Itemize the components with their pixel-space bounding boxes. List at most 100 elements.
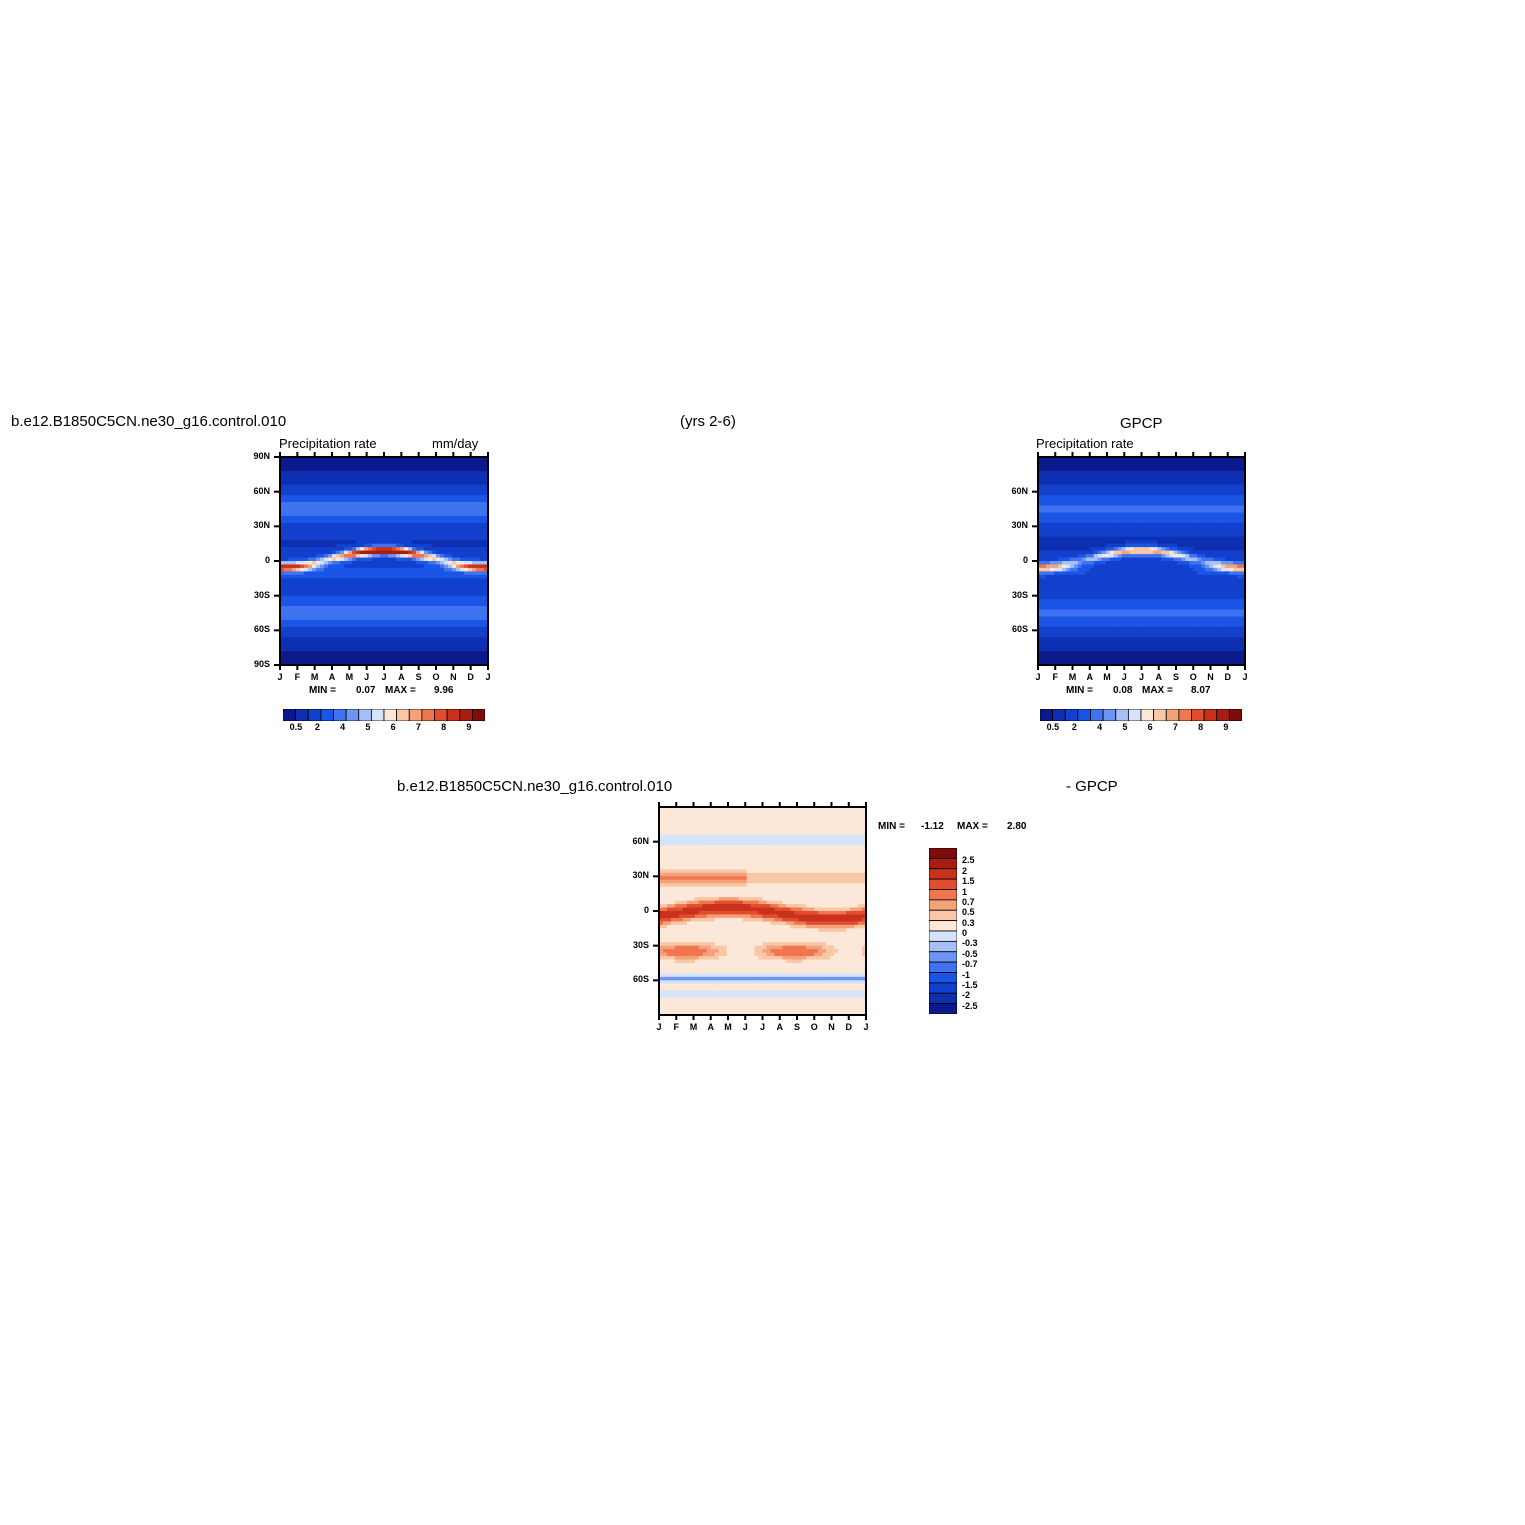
obs-cell bbox=[1225, 495, 1230, 500]
model-cell bbox=[476, 467, 481, 472]
model-cell bbox=[300, 602, 305, 607]
obs-cell bbox=[1081, 554, 1087, 559]
obs-cell bbox=[1065, 498, 1071, 503]
model-cell bbox=[416, 488, 421, 493]
model-cell bbox=[460, 623, 465, 628]
model-cell bbox=[328, 477, 333, 482]
model-cell bbox=[328, 633, 333, 638]
obs-cell bbox=[1149, 460, 1155, 465]
model-cell bbox=[432, 533, 437, 538]
model-cell bbox=[436, 463, 441, 468]
obs-cell bbox=[1169, 536, 1174, 541]
model-cell bbox=[308, 557, 313, 562]
obs-cell bbox=[1241, 564, 1246, 569]
model-cell bbox=[288, 644, 293, 649]
model-cell bbox=[376, 533, 381, 538]
obs-cell bbox=[1161, 533, 1166, 538]
model-cell bbox=[380, 651, 385, 656]
model-cell bbox=[308, 602, 313, 607]
model-cell bbox=[284, 477, 289, 482]
obs-cell bbox=[1169, 509, 1174, 514]
obs-cell bbox=[1205, 512, 1210, 517]
model-cell bbox=[376, 470, 381, 475]
model-cell bbox=[360, 522, 365, 527]
model-cell bbox=[480, 512, 485, 517]
obs-cell bbox=[1177, 474, 1182, 479]
model-cell bbox=[480, 526, 485, 531]
obs-cell bbox=[1177, 505, 1182, 510]
model-cell bbox=[396, 477, 401, 482]
model-cell bbox=[360, 509, 365, 514]
model-cell bbox=[480, 481, 485, 486]
model-cell bbox=[296, 619, 301, 624]
model-cell bbox=[332, 581, 337, 586]
model-cell bbox=[324, 554, 329, 559]
obs-cell bbox=[1185, 505, 1190, 510]
model-cell bbox=[460, 637, 465, 642]
obs-cell bbox=[1097, 512, 1103, 517]
model-cell bbox=[472, 460, 477, 465]
model-cell bbox=[432, 519, 437, 524]
obs-cell bbox=[1109, 571, 1115, 576]
model-cell bbox=[344, 481, 349, 486]
model-cell bbox=[336, 571, 341, 576]
model-cell bbox=[432, 547, 437, 552]
obs-cell bbox=[1113, 519, 1119, 524]
obs-cell bbox=[1165, 457, 1170, 462]
model-cell bbox=[392, 658, 397, 663]
obs-cell bbox=[1121, 571, 1127, 576]
model-cell bbox=[436, 623, 441, 628]
obs-cell bbox=[1165, 467, 1170, 472]
model-cell bbox=[444, 585, 449, 590]
model-cell bbox=[432, 509, 437, 514]
model-cell bbox=[440, 536, 445, 541]
model-cell bbox=[484, 467, 489, 472]
model-cell bbox=[420, 463, 425, 468]
model-cell bbox=[448, 457, 453, 462]
model-cell bbox=[392, 564, 397, 569]
model-cell bbox=[292, 547, 297, 552]
obs-cell bbox=[1149, 550, 1155, 555]
model-cell bbox=[308, 547, 313, 552]
obs-cell bbox=[1177, 540, 1182, 545]
model-cell bbox=[444, 474, 449, 479]
obs-cell bbox=[1177, 460, 1182, 465]
model-cell bbox=[424, 599, 429, 604]
model-cell bbox=[444, 595, 449, 600]
model-cell bbox=[384, 644, 389, 649]
obs-cell bbox=[1213, 488, 1218, 493]
model-cell bbox=[480, 626, 485, 631]
model-cell bbox=[436, 595, 441, 600]
model-cell bbox=[388, 626, 393, 631]
model-cell bbox=[408, 502, 413, 507]
model-cell bbox=[460, 498, 465, 503]
model-cell bbox=[420, 651, 425, 656]
model-cell bbox=[280, 658, 285, 663]
model-cell bbox=[304, 581, 309, 586]
model-cell bbox=[356, 484, 361, 489]
obs-cell bbox=[1073, 557, 1079, 562]
obs-cell bbox=[1141, 543, 1147, 548]
model-cell bbox=[372, 481, 377, 486]
model-cell bbox=[468, 661, 473, 666]
obs-cell bbox=[1057, 481, 1063, 486]
model-cell bbox=[284, 613, 289, 618]
model-cell bbox=[328, 467, 333, 472]
model-cell bbox=[280, 640, 285, 645]
obs-cell bbox=[1109, 498, 1115, 503]
model-cell bbox=[340, 581, 345, 586]
model-cell bbox=[456, 498, 461, 503]
model-cell bbox=[348, 644, 353, 649]
obs-cell bbox=[1201, 470, 1206, 475]
model-cell bbox=[444, 491, 449, 496]
model-cell bbox=[396, 585, 401, 590]
model-cell bbox=[288, 540, 293, 545]
model-cell bbox=[484, 481, 489, 486]
model-cell bbox=[352, 512, 357, 517]
model-cell bbox=[308, 567, 313, 572]
obs-cell bbox=[1065, 477, 1071, 482]
obs-cell bbox=[1073, 564, 1079, 569]
obs-cell bbox=[1133, 519, 1139, 524]
obs-cell bbox=[1241, 457, 1246, 462]
model-cell bbox=[464, 536, 469, 541]
